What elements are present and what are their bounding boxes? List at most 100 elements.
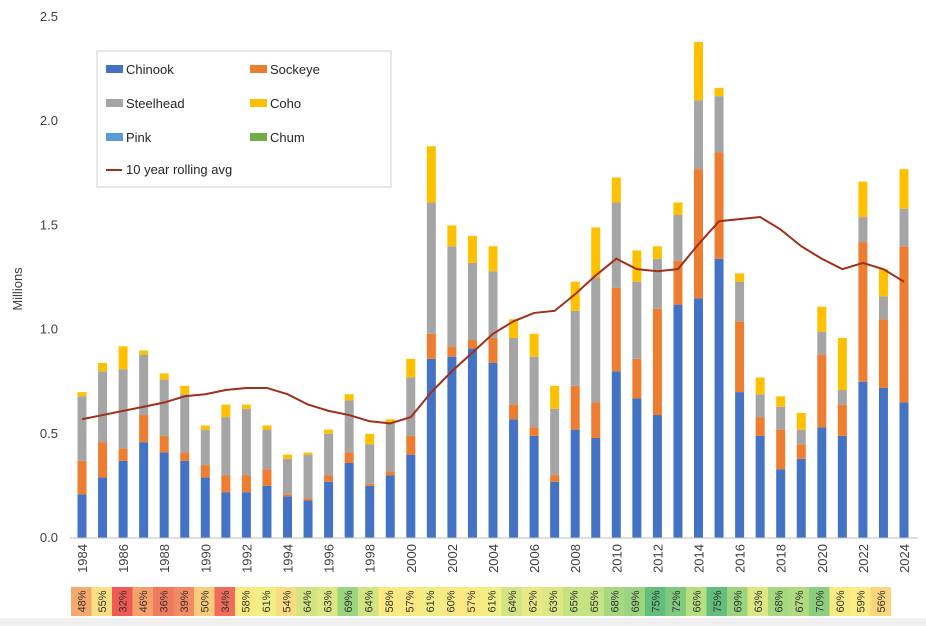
y-tick-label: 2.5: [40, 9, 58, 24]
percent-label: 32%: [117, 590, 129, 612]
percent-label: 72%: [671, 590, 683, 612]
percent-label: 57%: [466, 590, 478, 612]
bar-segment-coho: [652, 246, 662, 259]
y-tick-label: 1.5: [40, 217, 58, 232]
percent-cell: [747, 587, 768, 616]
legend-swatch-chinook: [106, 65, 123, 73]
percent-label: 63%: [753, 590, 765, 612]
percent-cell: [563, 587, 584, 616]
bar-segment-coho: [488, 246, 498, 272]
percent-label: 61%: [261, 590, 273, 612]
x-tick-label: 2016: [733, 544, 748, 573]
bar-segment-sockeye: [878, 319, 888, 388]
bar-segment-chinook: [159, 452, 169, 538]
bar-segment-coho: [221, 404, 231, 418]
bar-segment-steelhead: [77, 396, 87, 461]
bar-segment-steelhead: [344, 400, 354, 453]
bar-segment-steelhead: [303, 454, 313, 499]
bar-segment-sockeye: [283, 494, 292, 497]
percent-label: 64%: [507, 590, 519, 612]
bar-segment-chinook: [467, 348, 477, 538]
bar-segment-steelhead: [714, 96, 724, 153]
bar-segment-steelhead: [878, 296, 888, 320]
bar-segment-chinook: [344, 462, 354, 538]
percent-label: 61%: [425, 590, 437, 612]
bar-segment-coho: [735, 273, 745, 282]
percent-label: 34%: [220, 590, 232, 612]
percent-cell: [440, 587, 461, 616]
bar-segment-steelhead: [98, 371, 108, 443]
bar-segment-steelhead: [283, 458, 292, 495]
bar-segment-sockeye: [899, 246, 909, 403]
bar-segment-coho: [241, 404, 251, 409]
y-tick-label: 0.0: [40, 530, 58, 545]
percent-label: 56%: [876, 590, 888, 612]
percent-cell: [809, 587, 830, 616]
x-tick-label: 2012: [650, 544, 665, 573]
percent-label: 46%: [138, 590, 150, 612]
percent-cell: [173, 587, 194, 616]
legend-label-coho: Coho: [270, 96, 301, 111]
percent-label: 55%: [97, 590, 109, 612]
bar-segment-coho: [385, 419, 395, 424]
percent-cell: [481, 587, 502, 616]
legend-swatch-steelhead: [106, 99, 123, 107]
bar-segment-steelhead: [241, 408, 251, 476]
x-tick-label: 1990: [198, 544, 213, 573]
legend-label-sockeye: Sockeye: [270, 62, 320, 77]
bar-segment-coho: [159, 373, 169, 380]
bar-segment-sockeye: [550, 475, 560, 482]
percent-cell: [624, 587, 645, 616]
legend-label-rolling-avg: 10 year rolling avg: [126, 162, 232, 177]
percent-label: 63%: [322, 590, 334, 612]
bar-segment-chinook: [796, 458, 806, 538]
percent-cell: [194, 587, 215, 616]
bar-segment-chinook: [570, 429, 580, 538]
percent-label: 58%: [240, 590, 252, 612]
bar-segment-sockeye: [529, 427, 539, 436]
rolling-avg-polyline: [81, 216, 905, 425]
percent-cell: [255, 587, 276, 616]
percent-label: 69%: [343, 590, 355, 612]
y-tick-label: 1.0: [40, 322, 58, 337]
bar-segment-coho: [77, 392, 87, 397]
x-tick-label: 2010: [609, 544, 624, 573]
x-tick-label: 1986: [116, 544, 131, 573]
bar-segment-chinook: [858, 381, 868, 538]
percent-label: 67%: [794, 590, 806, 612]
bar-segment-steelhead: [180, 394, 190, 453]
bar-segment-chinook: [652, 415, 662, 538]
legend-swatch-coho: [250, 99, 267, 107]
x-tick-label: 2014: [692, 544, 707, 573]
bar-segment-coho: [426, 146, 436, 203]
bar-segment-steelhead: [550, 408, 560, 476]
bar-segment-sockeye: [221, 475, 231, 493]
percent-label: 36%: [158, 590, 170, 612]
percent-cell: [522, 587, 543, 616]
bar-segment-steelhead: [118, 369, 128, 449]
bar-segment-coho: [406, 358, 416, 378]
bar-segment-chinook: [303, 500, 313, 538]
bar-segment-steelhead: [467, 262, 477, 341]
percent-cell: [460, 587, 481, 616]
percent-cell: [276, 587, 297, 616]
bar-segment-steelhead: [591, 277, 601, 403]
bar-segment-chinook: [139, 442, 149, 538]
bar-segment-coho: [139, 350, 149, 355]
bar-segment-chinook: [426, 358, 436, 538]
bar-segment-chinook: [509, 419, 519, 538]
bar-segment-chinook: [324, 481, 334, 538]
bar-segment-coho: [283, 454, 292, 459]
bar-segment-coho: [365, 433, 375, 445]
percent-cell: [686, 587, 707, 616]
y-tick-label: 0.5: [40, 426, 58, 441]
bar-segment-sockeye: [447, 346, 457, 357]
bar-segment-steelhead: [509, 337, 519, 405]
bar-segment-chinook: [611, 371, 621, 538]
bar-segment-coho: [550, 385, 560, 409]
percent-cell: [850, 587, 871, 616]
percent-cell: [153, 587, 174, 616]
bar-segment-chinook: [283, 496, 292, 538]
bar-segment-sockeye: [77, 460, 87, 495]
